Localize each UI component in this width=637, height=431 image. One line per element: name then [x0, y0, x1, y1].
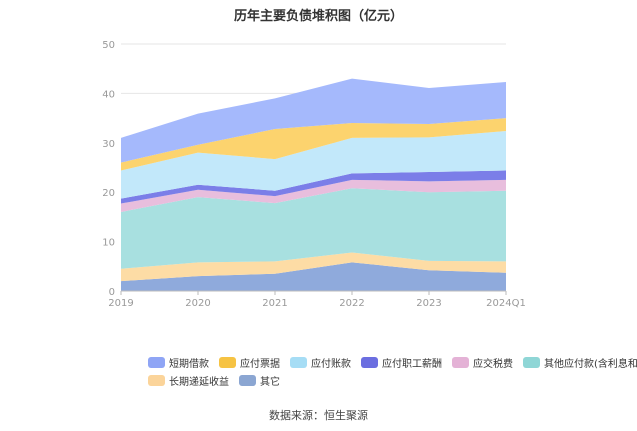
- legend-item[interactable]: 应付账款: [290, 355, 351, 370]
- x-tick-label: 2024Q1: [486, 298, 526, 309]
- legend-label: 长期递延收益: [169, 376, 229, 388]
- legend-item[interactable]: 其它: [239, 373, 280, 388]
- legend-label: 应付职工薪酬: [382, 358, 442, 370]
- axis-layer: 0 10 20 30 40 50 2019 2020 2021 2022 2023 2024Q1: [102, 40, 526, 309]
- area-series-0: [121, 262, 506, 291]
- data-source-note: 数据来源：恒生聚源: [269, 409, 368, 422]
- legend-row: 短期借款 应付票据 应付账款 应付职工薪酬 应交税费 其他应付款(含利息和股利): [148, 353, 637, 371]
- y-tick-label: 30: [102, 139, 115, 150]
- x-tick-label: 2021: [262, 298, 287, 309]
- legend-swatch: [239, 374, 256, 386]
- legend-label: 其他应付款(含利息和股利): [544, 358, 637, 370]
- y-tick-label: 50: [102, 40, 115, 51]
- x-tick-label: 2022: [339, 298, 364, 309]
- legend-swatch: [290, 356, 307, 368]
- legend-item[interactable]: 长期递延收益: [148, 373, 229, 388]
- y-tick-label: 40: [102, 89, 115, 100]
- legend-item[interactable]: 应交税费: [452, 355, 513, 370]
- area-series-6: [121, 118, 506, 171]
- area-series-2: [121, 188, 506, 269]
- legend-row: 长期递延收益 其它: [148, 371, 548, 389]
- legend: 短期借款应付票据应付账款应付职工薪酬应交税费其他应付款(含利息和股利)长期递延收…: [148, 353, 637, 389]
- legend-label: 应付账款: [311, 358, 351, 370]
- y-tick-label: 0: [109, 287, 115, 298]
- area-series-5: [121, 130, 506, 199]
- x-tick-label: 2023: [416, 298, 441, 309]
- legend-swatch: [452, 356, 469, 368]
- area-series-1: [121, 252, 506, 282]
- legend-item[interactable]: 短期借款: [148, 355, 209, 370]
- legend-label: 应付票据: [240, 358, 280, 370]
- legend-item[interactable]: 其他应付款(含利息和股利): [523, 355, 637, 370]
- area-series-3: [121, 179, 506, 212]
- chart-title: 历年主要负债堆积图（亿元）: [233, 9, 403, 24]
- y-tick-label: 20: [102, 188, 115, 199]
- y-tick-label: 10: [102, 238, 115, 249]
- legend-swatch: [219, 356, 236, 368]
- legend-label: 其它: [260, 376, 280, 388]
- area-series-4: [121, 170, 506, 204]
- legend-swatch: [148, 356, 165, 368]
- area-series-7: [121, 78, 506, 163]
- x-tick-label: 2020: [185, 298, 210, 309]
- x-tick-label: 2019: [108, 298, 133, 309]
- legend-item[interactable]: 应付职工薪酬: [361, 355, 442, 370]
- legend-swatch: [148, 374, 165, 386]
- legend-label: 短期借款: [169, 358, 209, 370]
- legend-swatch: [361, 356, 378, 368]
- area-layer: [121, 78, 506, 291]
- legend-swatch: [523, 356, 540, 368]
- legend-label: 应交税费: [473, 358, 513, 370]
- legend-item[interactable]: 应付票据: [219, 355, 280, 370]
